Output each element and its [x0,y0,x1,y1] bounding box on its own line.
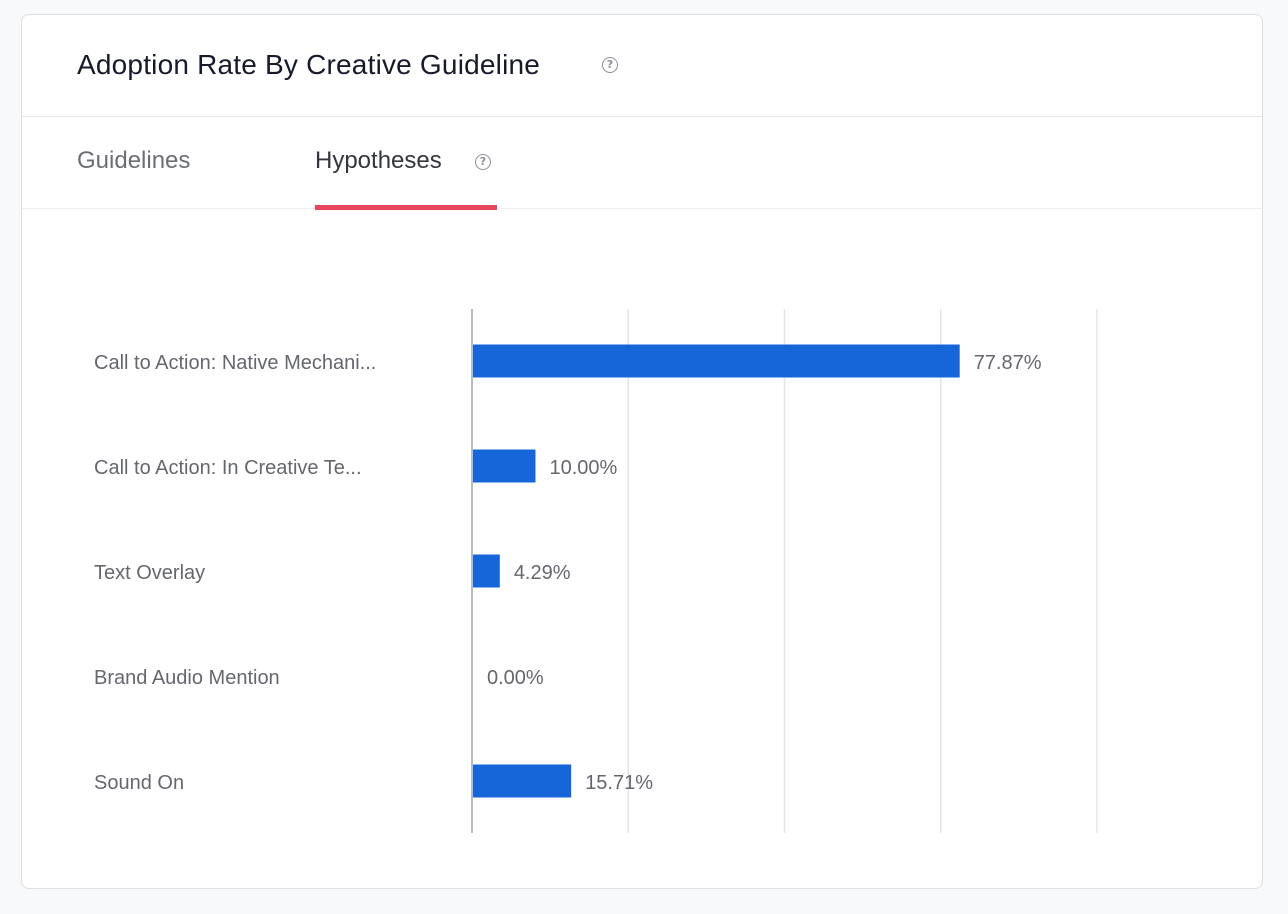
value-label: 15.71% [585,772,653,794]
tab-guidelines-label: Guidelines [77,147,191,174]
adoption-rate-card: Adoption Rate By Creative Guideline ? Gu… [21,14,1263,889]
question-circle-icon[interactable]: ? [602,57,618,73]
value-label: 4.29% [514,562,571,584]
category-label: Call to Action: Native Mechani... [94,352,376,374]
tab-guidelines[interactable]: Guidelines [77,117,217,209]
category-label: Text Overlay [94,562,205,584]
bar[interactable] [473,554,500,588]
tab-hypotheses-label: Hypotheses [315,147,442,174]
card-title: Adoption Rate By Creative Guideline [77,49,541,80]
bar[interactable] [473,344,960,378]
category-label: Brand Audio Mention [94,667,280,689]
chart-area: Call to Action: Native Mechani... 77.87% C… [22,209,1262,888]
tab-hypotheses[interactable]: Hypotheses ? [315,117,497,210]
active-tab-indicator [315,205,497,210]
category-label: Call to Action: In Creative Te... [94,457,362,479]
category-label: Sound On [94,772,184,794]
card-header: Adoption Rate By Creative Guideline ? [22,15,1262,117]
value-label: 77.87% [974,352,1042,374]
value-label: 0.00% [487,667,544,689]
bar[interactable] [473,764,572,798]
value-label: 10.00% [550,457,618,479]
tab-bar: Guidelines Hypotheses ? [22,117,1262,210]
bar-chart: Call to Action: Native Mechani... 77.87% C… [94,309,1098,833]
question-circle-icon[interactable]: ? [475,154,491,170]
bar[interactable] [473,449,536,483]
